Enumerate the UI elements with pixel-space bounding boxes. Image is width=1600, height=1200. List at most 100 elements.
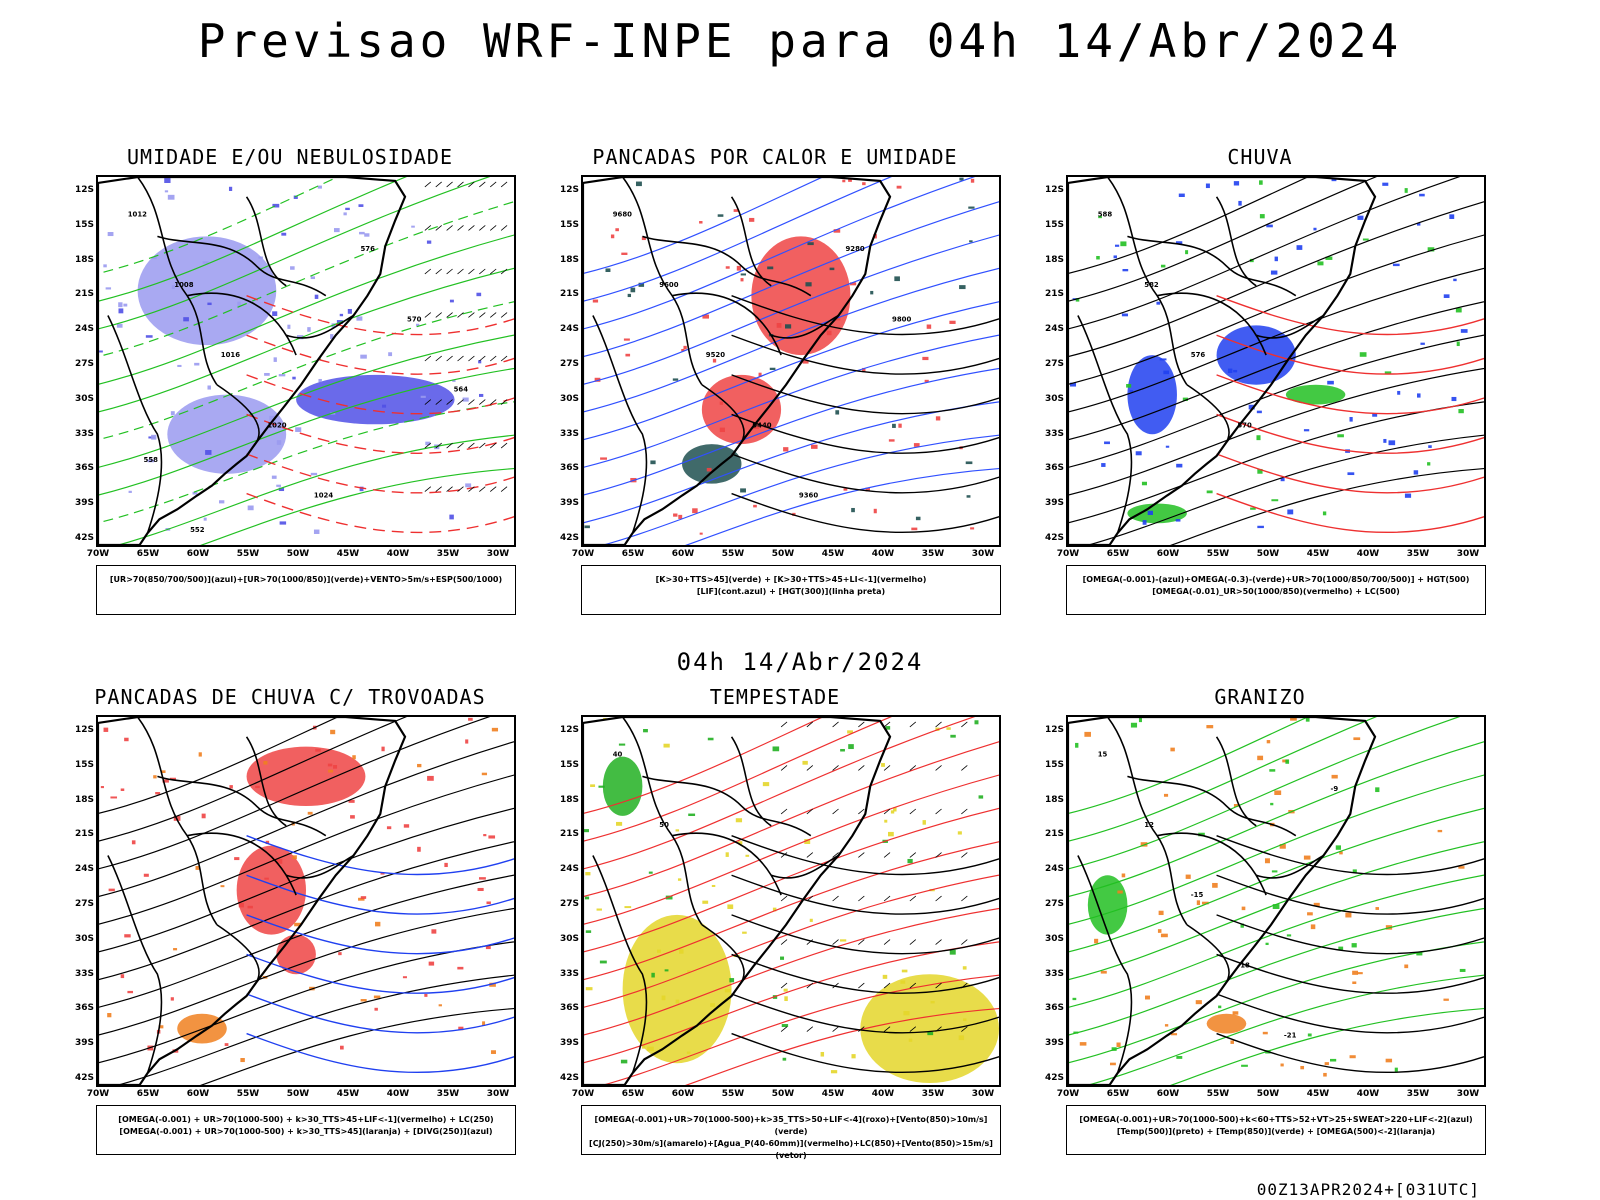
speckle-mark	[598, 785, 605, 788]
speckle-mark	[420, 395, 426, 398]
map-frame: 40 50	[581, 715, 1001, 1087]
secondary-contour-line	[246, 374, 514, 415]
speckle-mark	[585, 987, 593, 991]
speckle-mark	[1163, 370, 1169, 375]
wind-arrow	[457, 399, 464, 405]
speckle-mark	[1075, 742, 1079, 748]
speckle-mark	[1347, 472, 1355, 476]
speckle-mark	[935, 416, 941, 421]
speckle-mark	[347, 308, 352, 314]
wind-arrow	[858, 895, 865, 902]
political-border	[216, 924, 260, 983]
speckle-mark	[1250, 507, 1256, 510]
political-border	[1186, 384, 1230, 443]
speckle-mark	[780, 956, 785, 960]
speckle-mark	[264, 877, 269, 880]
shaded-field-layer	[584, 177, 975, 535]
wind-arrow	[435, 399, 442, 405]
wind-arrow	[435, 486, 442, 492]
speckle-mark	[1196, 900, 1201, 906]
wind-arrow	[858, 939, 865, 945]
speckle-mark	[599, 960, 607, 964]
speckle-mark	[1109, 1062, 1116, 1066]
speckle-mark	[772, 907, 777, 912]
speckle-mark	[725, 266, 730, 269]
speckle-mark	[605, 268, 611, 273]
map-frame: 9680 9600 9520 9440 9360 9280 9800	[581, 175, 1001, 547]
contour-value-label: 1016	[221, 351, 240, 359]
speckle-mark	[1274, 256, 1278, 262]
contour-value-label: 50	[659, 821, 669, 829]
speckle-mark	[1449, 214, 1455, 219]
speckle-mark	[1384, 371, 1392, 375]
speckle-mark	[177, 364, 182, 367]
latitude-tick-label: 30S	[1044, 393, 1064, 404]
speckle-mark	[386, 826, 392, 830]
wind-arrow	[806, 895, 814, 902]
speckle-mark	[124, 934, 131, 938]
speckle-mark	[712, 358, 717, 363]
speckle-mark	[478, 877, 486, 880]
speckle-mark	[131, 840, 136, 845]
speckle-mark	[1459, 968, 1466, 972]
speckle-mark	[907, 858, 913, 864]
speckle-mark	[1147, 510, 1153, 515]
speckle-mark	[781, 1024, 789, 1028]
wind-arrow	[832, 895, 839, 902]
map-panel-tempestade: TEMPESTADE 12S 15S 18S 21S 24S 27S 30S 33S 36S 39S…	[545, 685, 1005, 1165]
wind-arrow	[468, 399, 475, 405]
speckle-mark	[1259, 180, 1263, 185]
speckle-mark	[1227, 368, 1233, 374]
secondary-contour-line	[731, 1032, 999, 1074]
speckle-mark	[1359, 352, 1367, 357]
speckle-mark	[949, 320, 956, 324]
political-border	[1156, 292, 1267, 356]
speckle-mark	[850, 282, 857, 286]
speckle-mark	[641, 236, 646, 241]
speckle-mark	[143, 873, 149, 877]
speckle-mark	[1271, 870, 1278, 873]
speckle-mark	[108, 888, 115, 892]
speckle-mark	[882, 974, 888, 979]
speckle-mark	[103, 727, 109, 732]
speckle-mark	[596, 908, 602, 911]
speckle-mark	[769, 367, 776, 370]
speckle-mark	[118, 302, 123, 308]
speckle-mark	[927, 1031, 934, 1036]
wind-arrow	[780, 808, 788, 815]
wind-arrow	[435, 225, 442, 231]
speckle-mark	[276, 440, 282, 445]
speckle-mark	[100, 786, 104, 789]
latitude-tick-label: 18S	[559, 794, 579, 805]
speckle-mark	[970, 178, 975, 183]
shaded-region	[622, 914, 732, 1064]
speckle-mark	[809, 918, 813, 922]
secondary-contour-line	[246, 914, 514, 955]
wind-arrow	[780, 895, 788, 902]
political-border	[285, 854, 354, 879]
contour-line	[1068, 177, 1461, 330]
wind-arrow	[858, 852, 865, 858]
wind-arrow	[479, 355, 486, 362]
speckle-mark	[1170, 1033, 1178, 1036]
speckle-mark	[1178, 193, 1185, 198]
political-border	[621, 177, 703, 386]
contour-line	[1068, 201, 1484, 358]
political-border	[1186, 924, 1230, 983]
speckle-mark	[616, 821, 623, 826]
contour-line	[98, 807, 514, 953]
speckle-mark	[719, 401, 724, 405]
wind-arrow	[424, 355, 432, 362]
wind-arrow	[832, 721, 839, 728]
wind-arrow	[909, 895, 917, 902]
speckle-mark	[784, 996, 788, 1002]
speckle-mark	[1120, 241, 1127, 247]
speckle-mark	[1100, 970, 1107, 974]
speckle-mark	[170, 997, 174, 1001]
speckle-mark	[202, 261, 209, 264]
speckle-mark	[752, 426, 759, 429]
speckle-mark	[1274, 790, 1282, 796]
speckle-mark	[638, 282, 645, 287]
speckle-mark	[740, 488, 746, 493]
political-border	[1215, 736, 1257, 827]
